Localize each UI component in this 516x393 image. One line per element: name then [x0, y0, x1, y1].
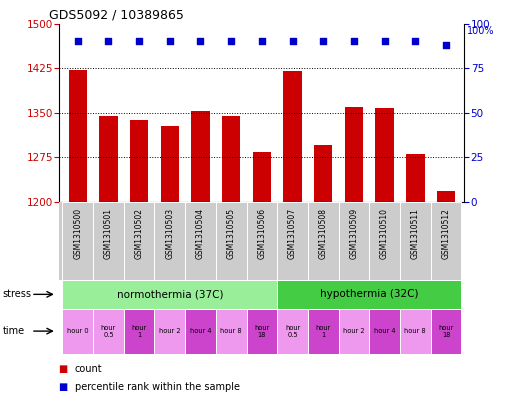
Bar [376, 108, 394, 202]
Text: ■: ■ [59, 364, 72, 375]
Bar [154, 202, 185, 280]
Point [197, 38, 205, 44]
Text: GSM1310505: GSM1310505 [227, 208, 236, 259]
Point [380, 38, 389, 44]
Bar [345, 107, 363, 202]
Text: hour 8: hour 8 [220, 328, 242, 334]
Point [227, 38, 235, 44]
Bar [431, 202, 461, 280]
Bar [93, 309, 124, 354]
Bar [247, 202, 277, 280]
Bar [431, 309, 461, 354]
Text: hour
1: hour 1 [132, 325, 147, 338]
Bar [93, 202, 124, 280]
Bar [314, 145, 332, 202]
Point [74, 38, 82, 44]
Text: GSM1310511: GSM1310511 [411, 208, 420, 259]
Text: time: time [3, 326, 25, 336]
Bar [338, 309, 369, 354]
Bar [124, 309, 154, 354]
Point [257, 38, 266, 44]
Point [411, 38, 420, 44]
Point [104, 38, 112, 44]
Text: GSM1310509: GSM1310509 [349, 208, 359, 259]
Text: GDS5092 / 10389865: GDS5092 / 10389865 [49, 9, 184, 22]
Text: GSM1310506: GSM1310506 [257, 208, 266, 259]
Text: hour 4: hour 4 [190, 328, 212, 334]
Bar [185, 202, 216, 280]
Text: stress: stress [3, 289, 31, 299]
Bar [185, 309, 216, 354]
Text: normothermia (37C): normothermia (37C) [117, 289, 223, 299]
Bar [253, 152, 271, 202]
Text: hour
18: hour 18 [254, 325, 269, 338]
Bar [154, 309, 185, 354]
Bar [124, 202, 154, 280]
Text: GSM1310503: GSM1310503 [165, 208, 174, 259]
Point [350, 38, 358, 44]
Bar [160, 126, 179, 202]
Bar [62, 280, 277, 309]
Text: hour 4: hour 4 [374, 328, 395, 334]
Point [166, 38, 174, 44]
Text: GSM1310512: GSM1310512 [442, 208, 450, 259]
Bar [222, 116, 240, 202]
Text: GSM1310501: GSM1310501 [104, 208, 113, 259]
Text: count: count [75, 364, 103, 375]
Point [135, 38, 143, 44]
Bar [437, 191, 455, 202]
Text: GSM1310500: GSM1310500 [73, 208, 82, 259]
Bar [283, 71, 302, 202]
Text: hour 2: hour 2 [159, 328, 181, 334]
Point [319, 38, 327, 44]
Text: hour
18: hour 18 [439, 325, 454, 338]
Bar [247, 309, 277, 354]
Bar [406, 154, 425, 202]
Text: hour
0.5: hour 0.5 [101, 325, 116, 338]
Bar [400, 202, 431, 280]
Text: GSM1310510: GSM1310510 [380, 208, 389, 259]
Text: hour 8: hour 8 [405, 328, 426, 334]
Bar [308, 202, 338, 280]
Point [442, 42, 450, 48]
Bar [277, 309, 308, 354]
Bar [216, 202, 247, 280]
Point [288, 38, 297, 44]
Bar [191, 111, 209, 202]
Bar [62, 309, 93, 354]
Bar [277, 202, 308, 280]
Text: hour
0.5: hour 0.5 [285, 325, 300, 338]
Bar [69, 70, 87, 202]
Bar [369, 309, 400, 354]
Bar [400, 309, 431, 354]
Bar [62, 202, 93, 280]
Bar [369, 202, 400, 280]
Bar [99, 116, 118, 202]
Text: percentile rank within the sample: percentile rank within the sample [75, 382, 240, 392]
Text: hypothermia (32C): hypothermia (32C) [320, 289, 418, 299]
Bar [216, 309, 247, 354]
Text: GSM1310502: GSM1310502 [135, 208, 143, 259]
Text: GSM1310504: GSM1310504 [196, 208, 205, 259]
Bar [277, 280, 461, 309]
Bar [308, 309, 338, 354]
Bar [130, 120, 148, 202]
Text: ■: ■ [59, 382, 72, 392]
Text: GSM1310507: GSM1310507 [288, 208, 297, 259]
Text: hour 0: hour 0 [67, 328, 89, 334]
Text: hour 2: hour 2 [343, 328, 365, 334]
Bar [338, 202, 369, 280]
Text: GSM1310508: GSM1310508 [319, 208, 328, 259]
Text: 100%: 100% [467, 26, 494, 35]
Text: hour
1: hour 1 [316, 325, 331, 338]
